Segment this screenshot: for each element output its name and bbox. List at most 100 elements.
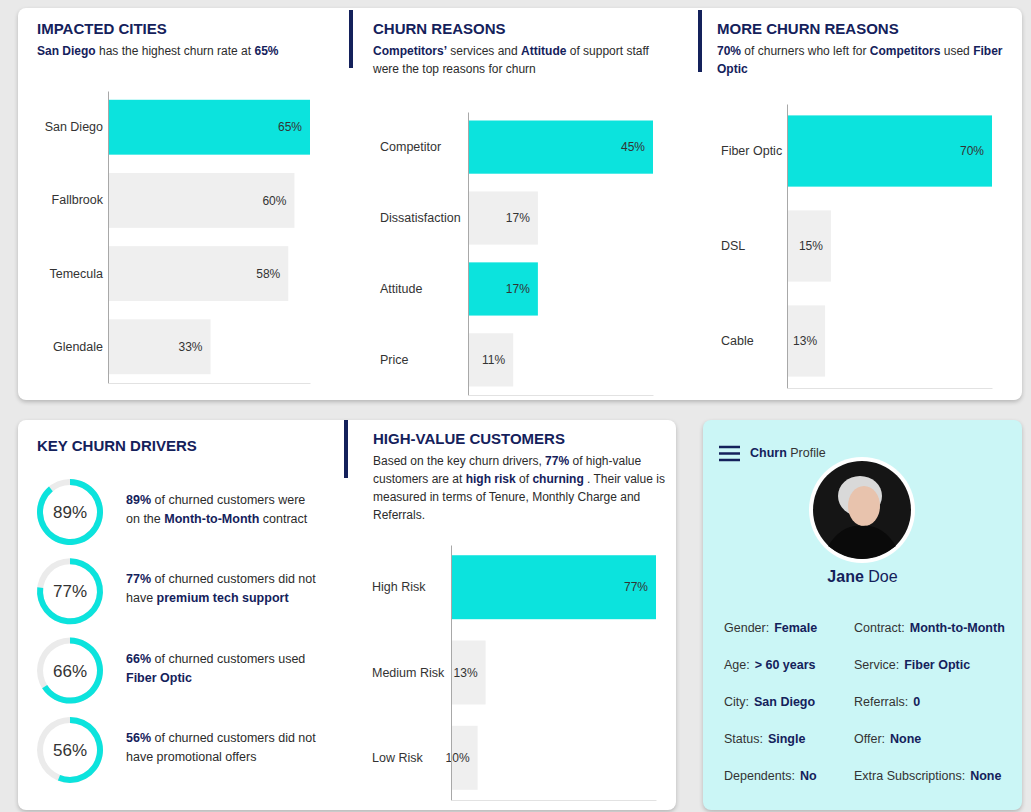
tick: High Risk xyxy=(372,580,426,594)
tick-label: Attitude xyxy=(380,282,422,296)
text-run: used xyxy=(940,44,973,58)
tick-label: Temecula xyxy=(50,267,104,281)
gauge-track xyxy=(37,638,103,704)
text-run: 77% xyxy=(545,454,569,468)
bars xyxy=(468,121,653,387)
tick: DSL xyxy=(721,239,745,253)
bars xyxy=(787,115,992,376)
gauge-track xyxy=(37,717,103,783)
profile-field: Contract:Month-to-Month xyxy=(854,619,1005,637)
driver-value: 89% xyxy=(126,493,151,507)
y-axis-line xyxy=(468,113,469,396)
bar xyxy=(468,333,513,386)
text-run: of xyxy=(516,472,533,486)
field-label: Service: xyxy=(854,658,899,672)
profile-field: Extra Subscriptions:None xyxy=(854,767,1001,785)
field-label: City: xyxy=(724,695,749,709)
field-label: Gender: xyxy=(724,621,769,635)
tick-label: DSL xyxy=(721,239,745,253)
menu-icon[interactable] xyxy=(719,447,740,460)
driver-description: 77% of churned customers did not have pr… xyxy=(126,570,321,608)
profile-photo xyxy=(809,457,915,563)
profile-name: Jane Doe xyxy=(703,568,1022,586)
text-run: high risk xyxy=(466,472,516,486)
y-axis-line xyxy=(787,105,788,389)
gauge: 77% xyxy=(37,558,103,624)
photo-shoulders xyxy=(828,526,896,559)
profile-field: Age:> 60 years xyxy=(724,656,816,674)
tick-label: Price xyxy=(380,353,409,367)
profile-field: Dependents:No xyxy=(724,767,817,785)
chart-title: HIGH-VALUE CUSTOMERS xyxy=(373,430,565,447)
field-label: Referrals: xyxy=(854,695,908,709)
y-axis-line xyxy=(108,92,109,384)
field-value: Fiber Optic xyxy=(904,658,970,672)
y-axis: High RiskMedium RiskLow Risk xyxy=(372,546,452,801)
field-value: San Diego xyxy=(754,695,815,709)
tick-label: Dissatisfaction xyxy=(380,211,461,225)
text-run: Jane xyxy=(827,568,863,585)
driver-description: 56% of churned customers did not have pr… xyxy=(126,729,321,767)
tick: Fallbrook xyxy=(52,193,104,207)
bar xyxy=(108,319,211,374)
gauge: 66% xyxy=(37,638,103,704)
driver-value: 66% xyxy=(126,652,151,666)
profile-field: Status:Single xyxy=(724,730,805,748)
chart-title: CHURN REASONS xyxy=(373,20,506,37)
chart-canvas: 65%60%58%33%San DiegoFallbrookTemeculaGl… xyxy=(0,0,1031,812)
photo-frame xyxy=(809,457,915,563)
text-run: Doe xyxy=(864,568,898,585)
bar xyxy=(108,173,294,228)
bar-chart: 45%17%17%11%CompetitorDissatisfactionAtt… xyxy=(380,113,654,396)
bar xyxy=(108,246,288,301)
photo-face xyxy=(848,486,880,526)
text-run: churning xyxy=(532,472,583,486)
chart-title: MORE CHURN REASONS xyxy=(717,20,899,37)
y-axis: Fiber OpticDSLCable xyxy=(721,105,788,389)
data-label: 10% xyxy=(446,751,470,765)
tick-label: San Diego xyxy=(45,120,103,134)
tick: Low Risk xyxy=(372,751,423,765)
bar xyxy=(468,191,538,244)
text-run: Attitude xyxy=(521,44,566,58)
data-label: 65% xyxy=(278,120,302,134)
bars xyxy=(451,555,656,790)
data-label: 17% xyxy=(506,211,530,225)
chart-title: IMPACTED CITIES xyxy=(37,20,167,37)
data-label: 60% xyxy=(262,194,286,208)
y-axis: Competitor Dissatisfaction Attitude Price xyxy=(380,113,469,396)
gauge: 89% xyxy=(37,479,103,545)
gauge-label: 56% xyxy=(53,741,87,760)
field-value: > 60 years xyxy=(755,658,816,672)
text-run: Churn xyxy=(750,446,787,460)
profile-heading: Churn Profile xyxy=(750,446,826,460)
data-label: 11% xyxy=(482,353,505,367)
driver-value: 77% xyxy=(126,572,151,586)
tick-label: High Risk xyxy=(372,580,426,594)
driver-description: 89% of churned customers were on the Mon… xyxy=(126,491,321,529)
tick-label: Low Risk xyxy=(372,751,423,765)
bar xyxy=(468,121,653,174)
menu-line[interactable] xyxy=(719,452,740,455)
data-label: 77% xyxy=(624,580,648,594)
x-axis xyxy=(469,395,654,396)
divider xyxy=(349,10,353,68)
profile-field: Referrals: 0 xyxy=(854,693,920,711)
x-axis xyxy=(109,383,311,384)
field-value: 0 xyxy=(913,695,920,709)
menu-line[interactable] xyxy=(719,459,740,462)
driver-value: 56% xyxy=(126,731,151,745)
field-label: Contract: xyxy=(854,621,905,635)
menu-line[interactable] xyxy=(719,446,740,449)
tick: Price xyxy=(380,353,409,367)
divider xyxy=(698,10,702,72)
field-value: None xyxy=(890,732,921,746)
chart-subtitle: San Diego has the highest churn rate at … xyxy=(37,42,347,60)
profile-field: City: San Diego xyxy=(724,693,815,711)
bar xyxy=(787,115,992,186)
text-run: premium tech support xyxy=(157,591,289,605)
text-run: 70% xyxy=(717,44,741,58)
tick: Competitor xyxy=(380,140,441,154)
photo-bg xyxy=(813,461,911,559)
field-value: No xyxy=(800,769,817,783)
